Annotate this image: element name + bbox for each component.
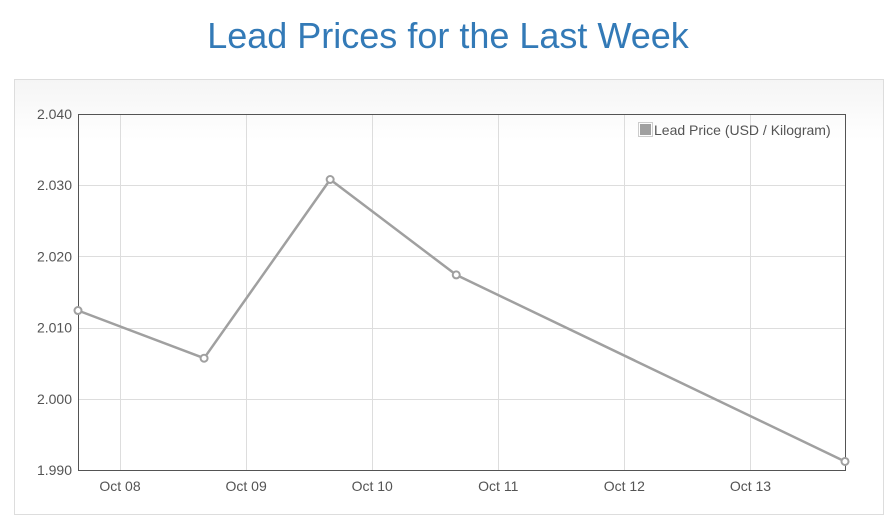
x-tick-label: Oct 11	[478, 478, 518, 494]
data-point[interactable]	[451, 270, 461, 280]
grid-lines	[78, 114, 845, 471]
y-axis-tick-labels: 1.990 2.000 2.010 2.020 2.030 2.040	[37, 106, 72, 478]
x-tick-label: Oct 12	[604, 478, 645, 494]
legend: Lead Price (USD / Kilogram)	[638, 122, 831, 138]
data-point[interactable]	[73, 306, 83, 316]
x-tick-label: Oct 08	[99, 478, 140, 494]
data-point[interactable]	[199, 353, 209, 363]
legend-swatch	[640, 124, 651, 135]
y-tick-label: 2.040	[37, 106, 72, 122]
x-tick-label: Oct 10	[352, 478, 393, 494]
plot-border	[78, 114, 846, 471]
x-axis-tick-labels: Oct 08 Oct 09 Oct 10 Oct 11 Oct 12 Oct 13	[99, 478, 771, 494]
x-tick-label: Oct 13	[730, 478, 771, 494]
legend-label: Lead Price (USD / Kilogram)	[654, 122, 831, 138]
chart-panel: 1.990 2.000 2.010 2.020 2.030 2.040 Oct 08 Oct…	[14, 79, 884, 515]
data-point[interactable]	[840, 456, 850, 466]
page-title: Lead Prices for the Last Week	[207, 15, 689, 56]
y-tick-label: 2.010	[37, 320, 72, 336]
y-tick-label: 2.020	[37, 248, 72, 264]
y-tick-label: 2.000	[37, 391, 72, 407]
data-point[interactable]	[325, 175, 335, 185]
y-tick-label: 1.990	[37, 462, 72, 478]
x-tick-label: Oct 09	[225, 478, 266, 494]
legend-swatch-border	[638, 122, 653, 137]
series-line	[77, 178, 846, 463]
y-tick-label: 2.030	[37, 177, 72, 193]
series-layer	[73, 175, 850, 466]
